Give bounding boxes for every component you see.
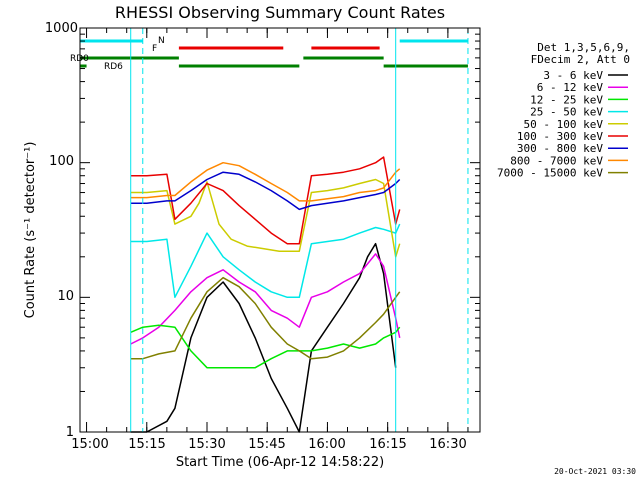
flag-label-rd0: RD0: [70, 54, 89, 64]
y-tick-label: 100: [49, 154, 74, 169]
legend-label: 100 - 300 keV: [517, 130, 603, 143]
observing-flags: [80, 39, 468, 68]
series-line: [130, 253, 401, 345]
flag-label-rd6: RD6: [104, 62, 123, 72]
x-tick-label: 16:30: [429, 437, 466, 452]
plot-frame: [79, 27, 481, 433]
y-tick-label: 1: [66, 425, 74, 440]
legend-label: 300 - 800 keV: [517, 142, 603, 155]
legend-label: 12 - 25 keV: [530, 93, 603, 106]
chart-title: RHESSI Observing Summary Count Rates: [115, 3, 445, 22]
flag-label-n: N: [158, 36, 165, 46]
series-line: [130, 276, 401, 360]
x-tick-label: 16:00: [308, 437, 345, 452]
legend-label: 7000 - 15000 keV: [497, 167, 603, 180]
axes: [80, 27, 480, 433]
x-tick-label: 15:30: [188, 437, 225, 452]
x-tick-label: 15:45: [248, 437, 285, 452]
series-line: [130, 178, 401, 258]
series-line: [130, 171, 401, 211]
series-line: [130, 242, 397, 433]
x-tick-label: 15:00: [71, 437, 108, 452]
flag-label-f: F: [152, 44, 157, 54]
series-line: [130, 156, 401, 245]
mode-boundaries: [130, 28, 469, 432]
series-line: [130, 161, 401, 202]
legend-label: 800 - 7000 keV: [510, 154, 603, 167]
legend-header-line: FDecim 2, Att 0: [531, 53, 630, 66]
series-line: [130, 324, 401, 369]
legend-label: 3 - 6 keV: [543, 69, 603, 82]
footer-timestamp: 20-Oct-2021 03:30: [554, 467, 636, 476]
y-tick-label: 1000: [45, 21, 78, 36]
y-axis-label: Count Rate (s⁻¹ detector⁻¹): [23, 142, 38, 319]
y-tick-label: 10: [57, 289, 74, 304]
series-line: [130, 223, 401, 299]
legend-header-line: Det 1,3,5,6,9,: [537, 41, 630, 54]
x-tick-label: 16:15: [369, 437, 406, 452]
legend-label: 25 - 50 keV: [530, 106, 603, 119]
legend-label: 50 - 100 keV: [524, 118, 604, 131]
x-tick-label: 15:15: [128, 437, 165, 452]
series-lines: [130, 156, 401, 433]
x-axis-label: Start Time (06-Apr-12 14:58:22): [176, 455, 384, 470]
legend-label: 6 - 12 keV: [537, 81, 604, 94]
